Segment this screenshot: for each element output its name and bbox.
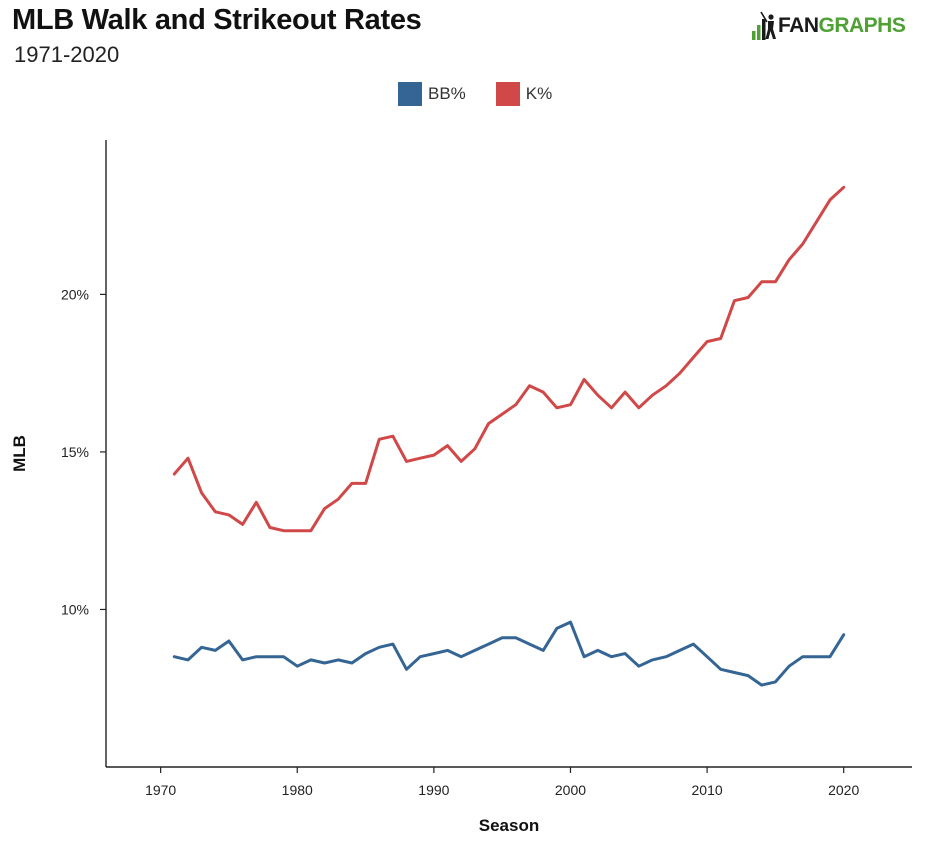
legend-label-bb: BB%	[428, 84, 466, 103]
series-layer	[172, 185, 846, 687]
x-axis-ticks: 1970 1980 1990 2000 2010 2020	[145, 767, 859, 798]
logo-wordmark: FANGRAPHS	[778, 10, 906, 42]
legend-item-k[interactable]: K%	[495, 82, 553, 106]
chart-subtitle: 1971-2020	[14, 42, 120, 67]
fangraphs-logo: FANGRAPHS	[752, 10, 906, 42]
logo-text-graphs: GRAPHS	[818, 14, 906, 37]
x-tick-label: 2020	[828, 782, 859, 798]
x-tick-label: 1970	[145, 782, 176, 798]
chart-title: MLB Walk and Strikeout Rates	[12, 4, 422, 36]
chart-legend: BB% K%	[398, 82, 552, 106]
x-axis-title: Season	[479, 816, 539, 835]
legend-swatch-bb	[398, 82, 422, 106]
legend-item-bb[interactable]: BB%	[398, 82, 466, 106]
y-axis-title: MLB	[10, 435, 29, 472]
y-axis-ticks: 10% 15% 20%	[61, 286, 106, 617]
legend-label-k: K%	[525, 84, 553, 103]
x-tick-label: 2010	[692, 782, 723, 798]
y-tick-label: 10%	[61, 601, 89, 617]
logo-text-fan: FAN	[778, 14, 819, 37]
x-tick-label: 1980	[282, 782, 313, 798]
y-tick-label: 15%	[61, 444, 89, 460]
x-tick-label: 1990	[418, 782, 449, 798]
y-tick-label: 20%	[61, 286, 89, 302]
batter-silhouette-icon	[752, 11, 776, 40]
series-line-bb[interactable]	[172, 620, 846, 687]
legend-swatch-k	[495, 82, 520, 106]
series-line-k[interactable]	[172, 185, 846, 533]
x-tick-label: 2000	[555, 782, 586, 798]
